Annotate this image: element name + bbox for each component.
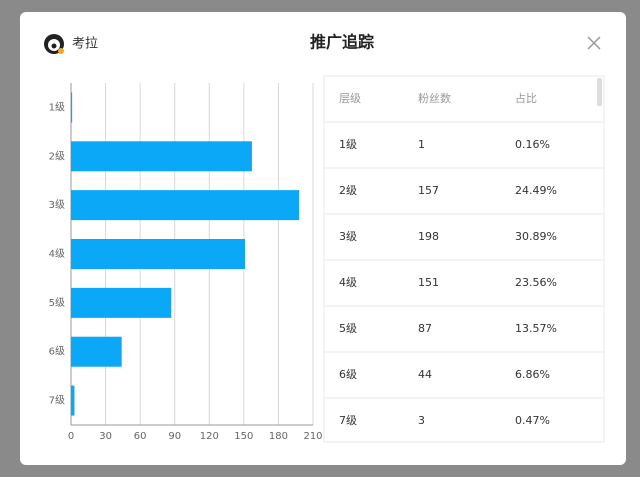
x-tick-label: 120 (200, 431, 219, 442)
column-header: 占比 (515, 91, 537, 105)
table-cell: 6级 (339, 368, 357, 381)
table-cell: 7级 (339, 414, 357, 427)
table-cell: 13.57% (515, 322, 557, 335)
x-tick-label: 180 (269, 431, 288, 442)
table-cell: 198 (418, 230, 439, 243)
table-cell: 87 (418, 322, 432, 335)
table-cell: 6.86% (515, 368, 550, 381)
bar (71, 385, 75, 416)
table-cell: 1 (418, 138, 425, 151)
y-tick-label: 6级 (49, 346, 65, 358)
table-cell: 3级 (339, 230, 357, 243)
table-cell: 24.49% (515, 184, 557, 197)
y-tick-label: 7级 (49, 395, 65, 407)
y-tick-label: 3级 (49, 199, 65, 211)
table-cell: 2级 (339, 184, 357, 197)
column-header: 粉丝数 (418, 92, 451, 105)
table: 层级 粉丝数 占比 1级 1 0.16% 2级 157 24.49% 3级 198 30.89% 4级 1… (324, 91, 604, 427)
table-cell: 1级 (339, 138, 357, 151)
table-cell: 5级 (339, 322, 357, 335)
table-cell: 23.56% (515, 276, 557, 289)
x-tick-label: 30 (99, 431, 112, 442)
close-button[interactable] (587, 36, 601, 50)
table-cell: 30.89% (515, 230, 557, 243)
table-border (323, 75, 605, 443)
chart: 0 30 60 90 120 150 180 210 1级 2级 3级 4级 5级 6级 7级 (49, 83, 323, 442)
table-cell: 0.16% (515, 138, 550, 151)
x-tick-label: 60 (134, 431, 147, 442)
table-cell: 151 (418, 276, 439, 289)
bar (71, 336, 122, 367)
x-tick-label: 210 (303, 431, 322, 442)
x-tick-label: 90 (168, 431, 181, 442)
x-tick-label: 150 (234, 431, 253, 442)
x-tick-label: 0 (68, 431, 74, 442)
y-tick-label: 1级 (49, 101, 65, 113)
table-cell: 3 (418, 414, 425, 427)
table-cell: 0.47% (515, 414, 550, 427)
avatar (44, 34, 64, 54)
y-tick-label: 5级 (49, 297, 65, 309)
table-cell: 4级 (339, 276, 357, 289)
modal-title: 推广追踪 (310, 33, 374, 52)
table-cell: 157 (418, 184, 439, 197)
bar (71, 287, 172, 318)
bar (71, 92, 73, 123)
bar (71, 190, 300, 221)
bar (71, 239, 246, 269)
user-name: 考拉 (72, 37, 98, 52)
scrollbar (597, 78, 602, 106)
bar (71, 141, 252, 172)
y-tick-label: 2级 (49, 150, 65, 162)
table-cell: 44 (418, 368, 432, 381)
column-header: 层级 (339, 92, 361, 105)
y-tick-label: 4级 (49, 248, 65, 260)
